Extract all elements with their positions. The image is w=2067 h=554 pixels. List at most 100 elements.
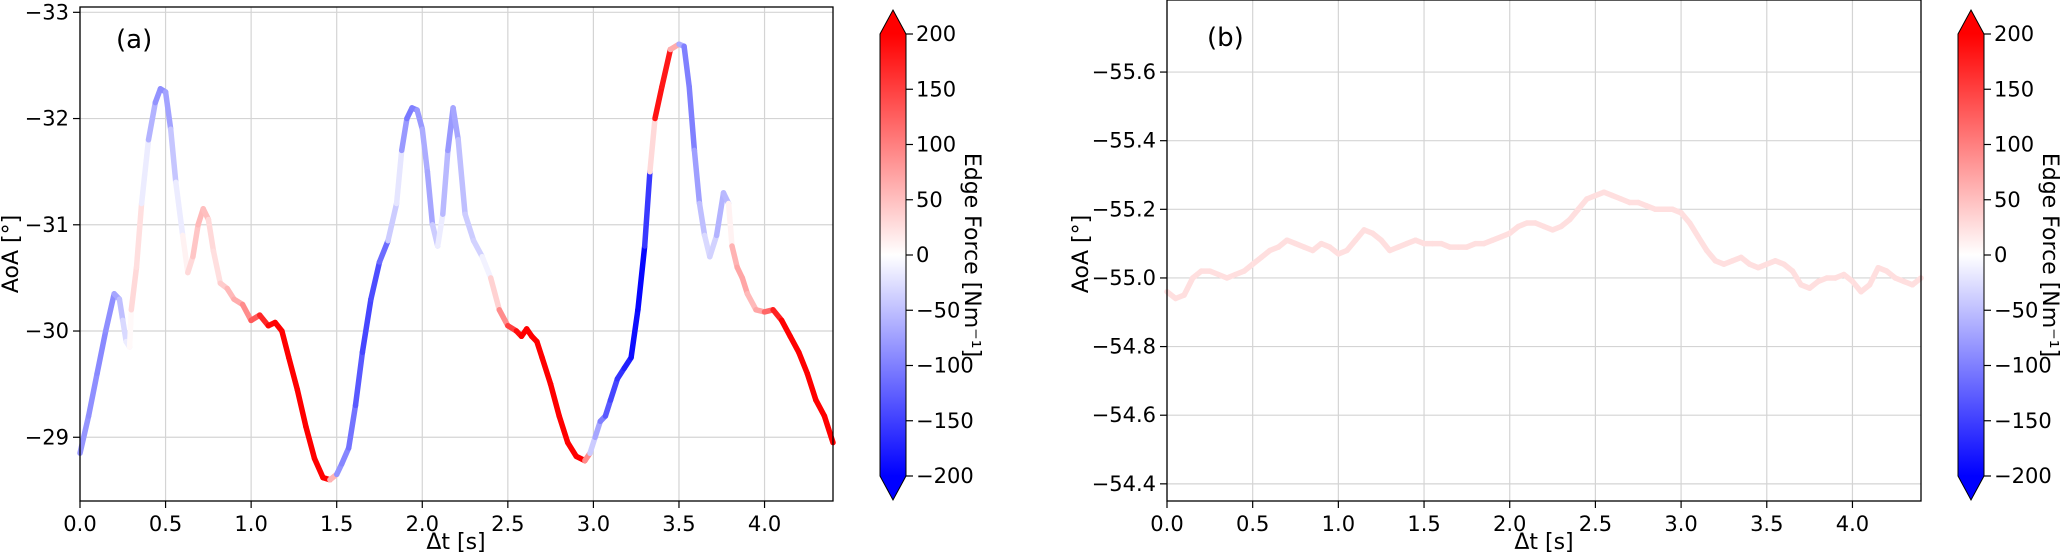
- series-segment: [303, 423, 318, 462]
- series-segment: [1909, 275, 1924, 288]
- series-segment: [707, 232, 720, 260]
- series-segment: [787, 333, 802, 356]
- series-segment: [450, 105, 461, 143]
- series-segment: [359, 296, 374, 356]
- series-segment: [796, 349, 811, 377]
- series-segment: [813, 397, 828, 419]
- series-segment: [804, 370, 819, 403]
- colorbar-tick-label: −150: [916, 409, 974, 433]
- colorbar-b-label: Edge Force [Nm⁻¹]: [2037, 153, 2062, 357]
- series-segment: [434, 211, 446, 249]
- x-tick-label: 3.5: [1750, 512, 1783, 536]
- series-segment: [311, 455, 326, 481]
- series-segment: [94, 328, 109, 377]
- colorbar-tick-label: 150: [916, 77, 956, 101]
- colorbar-tick-label: −200: [1994, 464, 2052, 488]
- x-axis-label-a: Δt [s]: [426, 530, 485, 554]
- series-segment: [419, 126, 431, 175]
- x-tick-label: 4.0: [1836, 512, 1869, 536]
- series-segment: [173, 179, 186, 239]
- series-segment: [398, 115, 410, 154]
- colorbar-tick-label: 150: [1994, 77, 2034, 101]
- x-tick-label: 1.0: [1322, 512, 1355, 536]
- series-segment: [133, 200, 145, 271]
- series-segment: [352, 349, 366, 409]
- series-segment: [729, 243, 740, 271]
- y-tick-label: −29: [25, 425, 69, 449]
- colorbar-tick-label: 0: [1994, 243, 2007, 267]
- series-segment: [479, 253, 494, 281]
- x-tick-label: 2.0: [406, 512, 439, 536]
- y-tick-label: −55.4: [1092, 129, 1156, 153]
- colorbar-a-label: Edge Force [Nm⁻¹]: [959, 153, 984, 357]
- series-segment: [821, 413, 836, 446]
- y-tick-label: −55.2: [1092, 197, 1156, 221]
- series-segment: [592, 418, 604, 441]
- y-tick-label: −54.8: [1092, 335, 1156, 359]
- series-segment: [210, 248, 224, 286]
- panel-label-a: (a): [116, 25, 152, 55]
- series-segment: [85, 370, 100, 419]
- series-segment: [547, 381, 562, 419]
- x-tick-label: 3.0: [577, 512, 610, 536]
- panel-label-b: (b): [1207, 23, 1244, 53]
- series-segment: [652, 83, 665, 122]
- series-segment: [647, 115, 658, 175]
- plot-frame-b: [1166, 0, 1922, 502]
- y-tick-label: −54.4: [1092, 472, 1156, 496]
- series-segment: [1181, 275, 1196, 298]
- series-segment: [641, 168, 653, 249]
- series-segment: [190, 222, 201, 260]
- y-ticks-b: −54.4 −54.6 −54.8 −55.0 −55.2 −55.4 −55.6: [1092, 60, 1167, 496]
- series-segment: [126, 307, 135, 350]
- grid-b: [1166, 0, 1921, 501]
- y-ticks-a: −29 −30 −31 −32 −33: [25, 0, 80, 449]
- series-segment: [414, 107, 426, 132]
- series-segment: [587, 434, 598, 456]
- series-segment: [77, 413, 92, 456]
- series-segment: [696, 200, 708, 239]
- colorbar-a-gradient: [880, 34, 906, 476]
- series-segment: [534, 338, 545, 361]
- x-tick-label: 0.5: [149, 512, 182, 536]
- x-ticks-b: 0.0 0.5 1.0 1.5 2.0 2.5 3.0 3.5 4.0: [1150, 501, 1869, 536]
- colorbar-b-gradient: [1958, 34, 1984, 476]
- x-tick-label: 1.0: [234, 512, 267, 536]
- series-segment: [778, 317, 793, 340]
- series-segment: [462, 211, 477, 244]
- series-segment: [1866, 264, 1881, 288]
- series-segment: [339, 445, 352, 467]
- series-segment: [686, 83, 698, 154]
- series-segment: [739, 275, 751, 297]
- series-segment: [602, 397, 614, 419]
- series-segment: [713, 190, 727, 239]
- series-segment: [487, 275, 503, 313]
- colorbar-b-extend-min: [1958, 476, 1984, 500]
- series-segment: [659, 46, 674, 90]
- y-tick-label: −55.6: [1092, 60, 1156, 84]
- series-segment: [681, 43, 692, 90]
- y-tick-label: −30: [25, 319, 69, 343]
- series-segment: [376, 237, 391, 265]
- series-segment: [691, 147, 703, 207]
- x-tick-label: 3.0: [1664, 512, 1697, 536]
- series-b: [1164, 189, 1924, 302]
- colorbar-tick-label: 200: [916, 22, 956, 46]
- series-segment: [185, 253, 196, 276]
- chart-panel-b: 0.0 0.5 1.0 1.5 2.0 2.5 3.0 3.5 4.0 −54.4−54.6−5…: [1069, 0, 1924, 554]
- colorbar-tick-label: 100: [916, 133, 956, 157]
- colorbar-tick-label: −150: [1994, 409, 2052, 433]
- series-segment: [138, 137, 152, 207]
- series-segment: [440, 147, 451, 217]
- series-segment: [385, 200, 400, 244]
- y-axis-label-a: AoA [°]: [0, 215, 24, 293]
- series-segment: [635, 243, 648, 313]
- colorbar-b-extend-max: [1958, 10, 1984, 34]
- colorbar-tick-label: 200: [1994, 22, 2034, 46]
- series-segment: [725, 200, 735, 249]
- colorbar-tick-label: −200: [916, 464, 974, 488]
- colorbar-tick-label: −50: [1994, 298, 2038, 322]
- series-segment: [205, 216, 217, 255]
- colorbar-b: −200 −150 −100 −50 0 50 100 150 200 Edge Force […: [1957, 8, 2062, 502]
